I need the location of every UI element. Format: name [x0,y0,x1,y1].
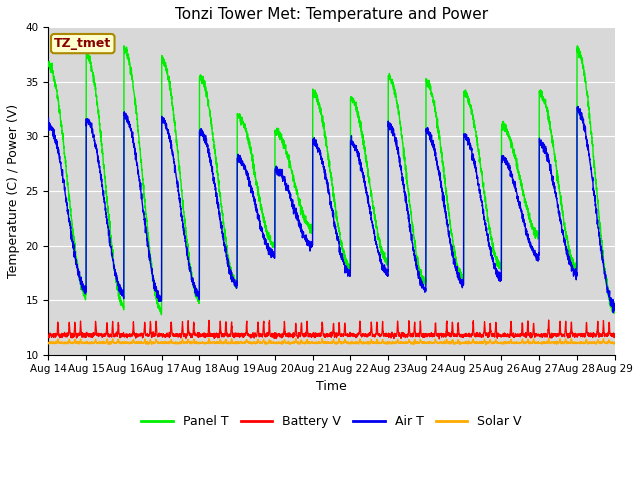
Text: TZ_tmet: TZ_tmet [54,37,111,50]
Legend: Panel T, Battery V, Air T, Solar V: Panel T, Battery V, Air T, Solar V [136,410,527,433]
X-axis label: Time: Time [316,380,347,393]
Title: Tonzi Tower Met: Temperature and Power: Tonzi Tower Met: Temperature and Power [175,7,488,22]
Y-axis label: Temperature (C) / Power (V): Temperature (C) / Power (V) [7,104,20,278]
